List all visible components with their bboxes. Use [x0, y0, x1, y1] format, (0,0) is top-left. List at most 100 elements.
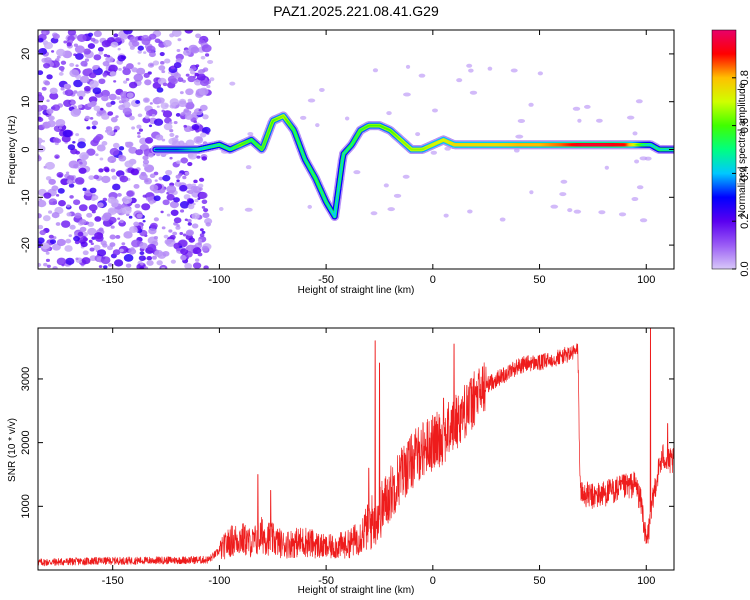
- noise-blob: [39, 198, 43, 201]
- noise-blob: [164, 58, 171, 64]
- noise-blob: [137, 113, 143, 118]
- noise-blob: [49, 92, 59, 100]
- noise-blob: [125, 63, 134, 70]
- noise-blob: [143, 51, 147, 54]
- noise-blob: [108, 68, 112, 71]
- noise-blob: [166, 194, 175, 201]
- noise-blob: [185, 139, 195, 147]
- noise-blob: [185, 73, 190, 77]
- noise-blob: [138, 128, 144, 132]
- noise-blob: [61, 220, 71, 228]
- noise-blob: [179, 254, 187, 261]
- noise-blob: [158, 176, 164, 181]
- noise-blob: [97, 47, 104, 52]
- noise-blob: [559, 192, 567, 197]
- noise-blob: [101, 40, 111, 48]
- noise-blob: [38, 237, 45, 244]
- noise-blob: [487, 66, 493, 71]
- noise-blob: [69, 69, 80, 78]
- noise-blob: [116, 193, 122, 197]
- noise-blob: [82, 250, 89, 256]
- noise-blob: [142, 155, 149, 161]
- noise-blob: [135, 100, 141, 104]
- noise-blob: [108, 93, 117, 101]
- noise-blob: [73, 235, 80, 242]
- noise-blob: [55, 138, 62, 144]
- colorbar-tick-label: 0.8: [739, 70, 750, 85]
- noise-blob: [99, 107, 104, 111]
- noise-blob: [143, 177, 152, 185]
- noise-blob: [90, 86, 94, 90]
- noise-blob: [88, 239, 93, 243]
- noise-blob: [300, 115, 307, 120]
- noise-blob: [199, 191, 208, 199]
- noise-blob: [195, 129, 200, 133]
- noise-blob: [319, 87, 325, 92]
- noise-blob: [153, 195, 161, 202]
- x-tick-label: -150: [102, 274, 124, 286]
- y-tick-label: 3000: [20, 367, 32, 391]
- noise-blob: [162, 82, 168, 87]
- noise-blob: [94, 135, 101, 142]
- noise-blob: [98, 265, 103, 268]
- noise-blob: [229, 81, 236, 86]
- x-tick-label: 100: [637, 575, 655, 587]
- noise-blob: [139, 242, 148, 250]
- noise-blob: [102, 60, 110, 67]
- noise-blob: [201, 230, 206, 234]
- noise-blob: [128, 146, 138, 154]
- noise-blob: [87, 43, 96, 49]
- noise-blob: [66, 179, 73, 185]
- ridge-segment: [336, 187, 340, 199]
- noise-blob: [48, 234, 54, 239]
- noise-blob: [113, 80, 117, 83]
- noise-blob: [123, 80, 128, 84]
- noise-blob: [443, 213, 449, 218]
- noise-blob: [179, 91, 184, 95]
- noise-blob: [307, 204, 312, 209]
- noise-blob: [93, 105, 101, 112]
- x-tick-label: -100: [208, 274, 230, 286]
- noise-blob: [122, 68, 131, 76]
- y-tick-label: 0: [20, 146, 32, 152]
- noise-blob: [125, 263, 132, 268]
- noise-blob: [107, 155, 117, 164]
- noise-blob: [184, 262, 193, 269]
- noise-blob: [136, 81, 142, 86]
- noise-blob: [153, 118, 164, 126]
- noise-blob: [79, 218, 87, 225]
- noise-blob: [153, 235, 159, 240]
- noise-blob: [402, 174, 410, 179]
- colorbar-tick-label: 0.0: [739, 261, 750, 276]
- noise-blob: [90, 37, 96, 42]
- noise-blob: [196, 155, 201, 159]
- noise-blob: [180, 209, 185, 213]
- noise-blob: [170, 78, 178, 85]
- noise-blob: [73, 90, 78, 94]
- noise-blob: [68, 234, 73, 238]
- noise-blob: [144, 115, 150, 119]
- noise-blob: [190, 46, 200, 54]
- x-tick-label: -50: [318, 575, 334, 587]
- noise-blob: [315, 123, 320, 128]
- noise-blob: [109, 242, 116, 247]
- noise-blob: [48, 115, 55, 121]
- noise-blob: [383, 183, 389, 188]
- noise-blob: [109, 147, 120, 156]
- noise-blob: [97, 202, 104, 208]
- noise-blob: [147, 62, 155, 68]
- noise-blob: [101, 95, 109, 102]
- noise-blob: [550, 204, 559, 209]
- noise-blob: [148, 152, 154, 158]
- noise-blob: [149, 102, 153, 105]
- noise-blob: [94, 216, 102, 222]
- noise-blob: [118, 154, 124, 160]
- ridge-segment: [335, 196, 339, 208]
- noise-blob: [126, 190, 134, 197]
- noise-blob: [43, 262, 48, 267]
- noise-blob: [513, 148, 520, 153]
- noise-blob: [109, 234, 116, 240]
- noise-blob: [207, 59, 214, 64]
- noise-blob: [129, 36, 138, 43]
